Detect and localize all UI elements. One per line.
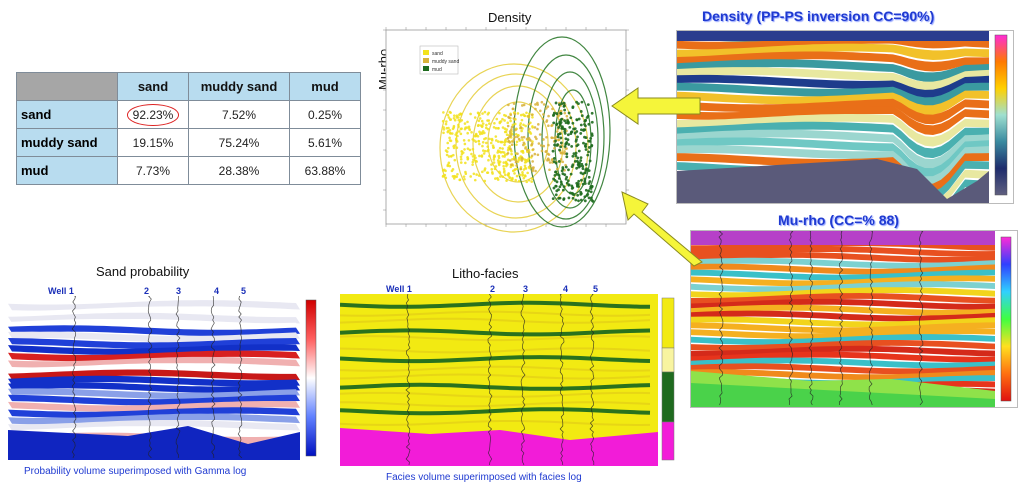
cell-muddy-sand-sand: 19.15% xyxy=(117,128,189,157)
cell-sand-muddy-sand: 7.52% xyxy=(188,100,290,129)
col-header-mud: mud xyxy=(289,72,361,101)
legend-swatch-mud xyxy=(423,66,429,71)
highlight-ellipse xyxy=(126,103,180,126)
sand-prob-caption: Probability volume superimposed with Gam… xyxy=(24,466,247,477)
legend-swatch-muddy-sand xyxy=(423,58,429,63)
crossplot-points xyxy=(441,100,595,203)
litho-well-label-3: 3 xyxy=(523,284,529,294)
sand-well-label-1: Well 1 xyxy=(48,286,74,296)
legend-label-muddy-sand: muddy sand xyxy=(432,59,459,65)
arrow-murho-icon xyxy=(621,191,703,267)
murho-section-panel xyxy=(690,230,1018,408)
cell-sand-mud: 0.25% xyxy=(289,100,361,129)
legend-label-mud: mud xyxy=(432,67,442,73)
litho-well-label-1: Well 1 xyxy=(386,284,412,294)
litho-svg xyxy=(340,294,675,466)
cell-muddy-sand-muddy-sand: 75.24% xyxy=(188,128,290,157)
arrows-overlay xyxy=(611,87,703,267)
litho-well-label-2: 2 xyxy=(490,284,496,294)
crossplot-svg: sand muddy sand mud xyxy=(383,27,629,233)
sand-well-label-5: 5 xyxy=(241,286,247,296)
sand-well-label-2: 2 xyxy=(144,286,150,296)
legend-swatch-sand xyxy=(423,50,429,55)
cell-sand-sand: 92.23% xyxy=(117,100,189,129)
row-header-mud: mud xyxy=(16,156,118,185)
litho-caption: Facies volume superimposed with facies l… xyxy=(386,472,582,483)
cell-mud-mud: 63.88% xyxy=(289,156,361,185)
crossplot-panel: sand muddy sand mud xyxy=(368,22,648,234)
sand-well-label-4: 4 xyxy=(214,286,220,296)
murho-panel-title: Mu-rho (CC=% 88) xyxy=(778,212,899,228)
cell-mud-muddy-sand: 28.38% xyxy=(188,156,290,185)
sand-prob-panel xyxy=(8,296,320,460)
legend-label-sand: sand xyxy=(432,51,443,57)
col-header-muddy-sand: muddy sand xyxy=(188,72,290,101)
table-corner xyxy=(16,72,118,101)
litho-title: Litho-facies xyxy=(452,266,519,281)
arrow-density-icon xyxy=(611,87,701,125)
row-header-sand: sand xyxy=(16,100,118,129)
confusion-matrix-table: sand muddy sand mud sand 92.23% 7.52% 0.… xyxy=(16,72,361,185)
col-header-sand: sand xyxy=(117,72,189,101)
sand-prob-title: Sand probability xyxy=(96,264,190,279)
row-header-muddy-sand: muddy sand xyxy=(16,128,118,157)
litho-well-label-5: 5 xyxy=(593,284,599,294)
cell-mud-sand: 7.73% xyxy=(117,156,189,185)
sand-well-label-3: 3 xyxy=(176,286,182,296)
sand-prob-svg xyxy=(8,296,317,460)
sand-contours xyxy=(439,63,589,233)
murho-section-svg xyxy=(691,231,1012,407)
density-section-svg xyxy=(677,31,1008,203)
litho-well-label-4: 4 xyxy=(563,284,569,294)
density-panel-title: Density (PP-PS inversion CC=90%) xyxy=(702,8,935,24)
crossplot-title: Density xyxy=(488,10,532,25)
crossplot-ticks xyxy=(383,27,629,227)
cell-muddy-sand-mud: 5.61% xyxy=(289,128,361,157)
litho-panel xyxy=(340,294,684,466)
density-section-panel xyxy=(676,30,1014,204)
